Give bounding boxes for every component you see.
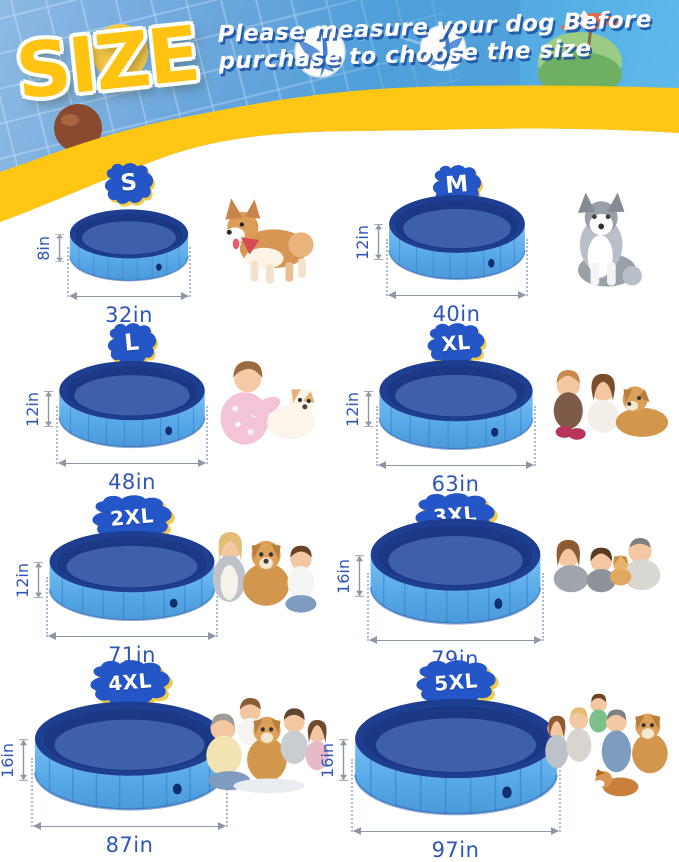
width-arrow-icon	[354, 831, 558, 832]
width-dropline-left	[67, 247, 69, 297]
pool-column: 12in 48in	[57, 358, 207, 450]
pool-illustration	[68, 207, 190, 283]
height-arrow-icon	[33, 562, 44, 598]
height-measurement: 16in	[336, 555, 365, 597]
height-label: 16in	[0, 743, 16, 778]
size-badge: S	[101, 162, 157, 204]
photo-illustration	[200, 685, 336, 803]
width-dropline-left	[351, 759, 353, 832]
size-section: S 8in 32in	[0, 160, 340, 320]
width-arrow-icon	[59, 463, 205, 464]
pool-column: 12in 63in	[377, 357, 535, 452]
height-arrow-icon	[338, 739, 349, 781]
size-section: L 12in 48in	[0, 320, 340, 480]
width-arrow-icon	[70, 296, 188, 297]
height-measurement: 16in	[0, 739, 29, 781]
size-section: 4XL 16in 87in	[0, 655, 340, 833]
size-section: XL 12in 63in	[340, 320, 679, 480]
pool-column: 8in 32in	[68, 207, 190, 283]
width-label: 87in	[32, 833, 227, 857]
photo-husky-dog	[545, 186, 671, 294]
height-measurement: 12in	[15, 562, 44, 598]
height-measurement: 16in	[320, 739, 349, 781]
size-badge-label: S	[99, 160, 158, 207]
photo-family-with-two-dogs	[539, 685, 675, 803]
pool-illustration	[47, 528, 217, 623]
width-dropline-left	[31, 758, 33, 827]
pool-column: 16in 79in	[368, 515, 543, 627]
height-label: 12in	[15, 563, 31, 598]
photo-illustration	[206, 186, 332, 294]
photo-girl-hugging-puppy	[206, 346, 332, 454]
pool-illustration	[352, 695, 560, 818]
photo-family-lying-with-puppy	[545, 514, 671, 622]
photo-illustration	[545, 346, 671, 454]
height-measurement: 8in	[36, 234, 65, 262]
height-label: 16in	[320, 743, 336, 778]
photo-illustration	[545, 186, 671, 294]
pool-column: 12in 71in	[47, 528, 217, 623]
photo-family-of-four-with-dog	[200, 685, 336, 803]
width-dropline-right	[542, 573, 544, 641]
width-arrow-icon	[379, 465, 533, 466]
height-arrow-icon	[373, 224, 384, 260]
photo-illustration	[206, 346, 332, 454]
height-label: 8in	[36, 236, 52, 261]
photo-illustration	[206, 514, 332, 622]
pool-column: 16in 87in	[32, 698, 227, 813]
pool-illustration	[32, 698, 227, 813]
height-label: 12in	[355, 225, 371, 260]
height-arrow-icon	[18, 739, 29, 781]
photo-toddler-girl-golden-retriever	[545, 346, 671, 454]
pool-column: 12in 40in	[387, 192, 527, 282]
height-label: 12in	[345, 392, 361, 427]
size-section: 3XL 16in 79in	[340, 480, 679, 655]
height-label: 16in	[336, 559, 352, 594]
width-arrow-icon	[49, 636, 215, 637]
height-measurement: 12in	[345, 391, 374, 427]
height-arrow-icon	[54, 234, 65, 262]
height-measurement: 12in	[25, 391, 54, 427]
photo-mom-boy-golden-retriever	[206, 514, 332, 622]
pool-illustration	[57, 358, 207, 450]
pool-illustration	[377, 357, 535, 452]
width-dropline-left	[376, 406, 378, 466]
width-dropline-left	[367, 573, 369, 641]
height-measurement: 12in	[355, 224, 384, 260]
height-arrow-icon	[363, 391, 374, 427]
width-dropline-right	[526, 239, 528, 296]
pool-illustration	[387, 192, 527, 282]
height-label: 12in	[25, 392, 41, 427]
size-section: 5XL 16in 97in	[340, 655, 679, 833]
height-arrow-icon	[43, 391, 54, 427]
photo-corgi-dog	[206, 186, 332, 294]
photo-illustration	[545, 514, 671, 622]
width-label: 97in	[352, 838, 560, 862]
photo-illustration	[539, 685, 675, 803]
width-dropline-left	[46, 577, 48, 637]
size-grid: S 8in 32in	[0, 160, 679, 833]
width-arrow-icon	[389, 295, 525, 296]
size-section: 2XL 12in 71in	[0, 480, 340, 655]
width-dropline-right	[534, 406, 536, 466]
width-arrow-icon	[34, 826, 225, 827]
height-arrow-icon	[354, 555, 365, 597]
pool-illustration	[368, 515, 543, 627]
size-section: M 12in 40in	[340, 160, 679, 320]
width-dropline-left	[386, 239, 388, 296]
width-dropline-right	[189, 247, 191, 297]
pool-column: 16in 97in	[352, 695, 560, 818]
width-arrow-icon	[370, 640, 541, 641]
width-dropline-left	[56, 406, 58, 464]
